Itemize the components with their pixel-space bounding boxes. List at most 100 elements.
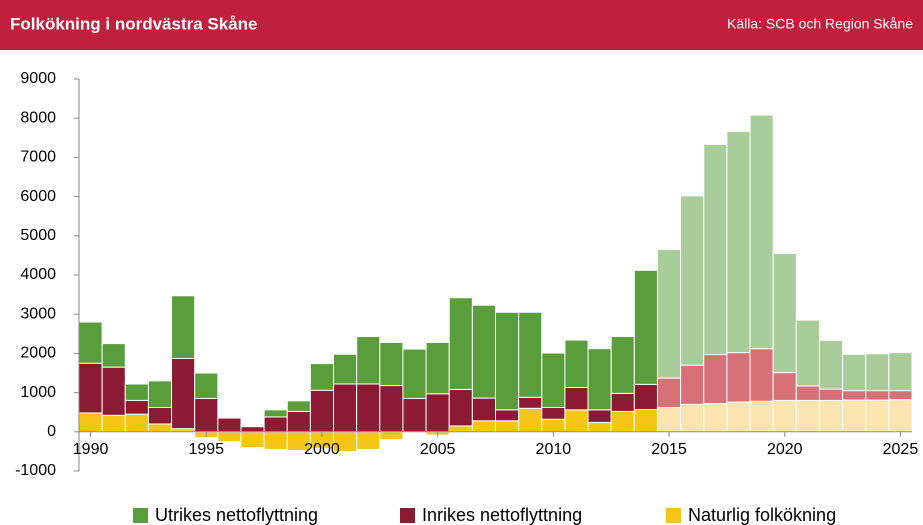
bar-segment [124, 399, 149, 415]
bar-segment [564, 409, 589, 433]
bar-segment [333, 383, 358, 433]
bar-segment [495, 311, 520, 411]
bar-segment [726, 352, 751, 403]
bar-segment [356, 336, 381, 385]
bar-segment [263, 409, 288, 418]
bar-segment [448, 297, 473, 390]
bar-segment [818, 388, 844, 401]
bar-segment [726, 401, 751, 433]
bar-segment [865, 353, 890, 392]
legend-swatch [666, 508, 681, 523]
bar-segment [448, 388, 473, 427]
legend-swatch [400, 508, 415, 523]
bar-segment [518, 311, 543, 398]
bar-segment [680, 403, 705, 433]
bar-segment [286, 410, 311, 433]
bar-segment [471, 420, 497, 433]
bar-segment [888, 390, 913, 401]
bar-segment [171, 295, 196, 359]
bar-segment [286, 400, 311, 412]
bar-segment [633, 383, 658, 410]
bar-segment [78, 321, 103, 364]
y-tick-label: 2000 [20, 345, 56, 362]
legend-label: Inrikes nettoflyttning [422, 505, 582, 525]
bar-segment [263, 416, 288, 433]
y-tick-label: 0 [47, 423, 56, 440]
bar-segment [518, 396, 543, 409]
y-tick-label: 4000 [20, 266, 56, 283]
bar-segment [818, 339, 844, 390]
bar-segment [656, 377, 682, 408]
x-tick-label: 2025 [883, 441, 919, 458]
bar-segment [818, 399, 844, 433]
y-tick-label: 1000 [20, 384, 56, 401]
bar-segment [379, 431, 404, 441]
y-tick-label: 9000 [20, 70, 56, 87]
bar-segment [333, 353, 358, 385]
x-tick-label: 2005 [420, 441, 456, 458]
bar-segment [194, 372, 219, 399]
bar-segment [425, 393, 450, 433]
bar-segment [240, 431, 265, 448]
bar-segment [564, 387, 589, 411]
x-tick-label: 2015 [651, 441, 687, 458]
bar-segment [795, 399, 820, 433]
bar-segment [495, 409, 520, 422]
source: Källa: SCB och Region Skåne [727, 16, 913, 32]
bar-segment [124, 383, 149, 401]
bar-segment [518, 407, 543, 433]
bar-segment [147, 406, 173, 425]
x-tick-label: 2020 [767, 441, 803, 458]
bar-segment [842, 399, 867, 433]
bar-segment [795, 385, 820, 401]
bar-segment [240, 426, 265, 433]
bar-segment [587, 421, 612, 433]
bar-segment [171, 357, 196, 430]
bar-segment [78, 362, 103, 414]
bar-segment [379, 341, 404, 387]
bar-segment [633, 269, 658, 385]
bar-segment [402, 348, 427, 399]
x-tick-label: 2010 [536, 441, 572, 458]
bar-segment [425, 341, 450, 395]
x-tick-label: 1990 [73, 441, 109, 458]
bar-segment [772, 372, 797, 401]
bar-segment [471, 397, 497, 422]
x-tick-label: 1995 [188, 441, 224, 458]
bar-segment [680, 195, 705, 366]
bar-segment [101, 366, 126, 416]
chart-title: Folkökning i nordvästra Skåne [10, 14, 258, 33]
header-bar [0, 0, 923, 50]
bar-segment [865, 390, 890, 401]
bar-segment [749, 400, 774, 433]
bar-segment [101, 343, 126, 368]
bar-segment [379, 385, 404, 433]
bar-segment [101, 414, 126, 433]
bar-segment [147, 423, 173, 433]
bar-segment [749, 348, 774, 402]
bar-segment [610, 392, 635, 412]
bar-segment [610, 410, 635, 433]
bar-segment [680, 364, 705, 405]
bar-segment [309, 363, 335, 391]
bar-segment [194, 397, 219, 433]
bar-segment [772, 399, 797, 433]
y-tick-label: 7000 [20, 149, 56, 166]
bar-segment [842, 353, 867, 392]
bar-segment [842, 390, 867, 401]
bar-segment [795, 319, 820, 387]
bar-segment [703, 143, 728, 356]
bar-segment [656, 249, 682, 379]
y-tick-label: -1000 [15, 462, 56, 479]
bar-segment [402, 397, 427, 433]
bar-segment [888, 352, 913, 392]
bar-segment [633, 408, 658, 433]
bar-segment [78, 412, 103, 433]
y-tick-label: 3000 [20, 305, 56, 322]
y-tick-label: 5000 [20, 227, 56, 244]
bar-segment [495, 420, 520, 433]
y-tick-label: 8000 [20, 109, 56, 126]
bar-segment [147, 380, 173, 408]
bar-segment [541, 352, 566, 408]
bar-segment [587, 348, 612, 411]
